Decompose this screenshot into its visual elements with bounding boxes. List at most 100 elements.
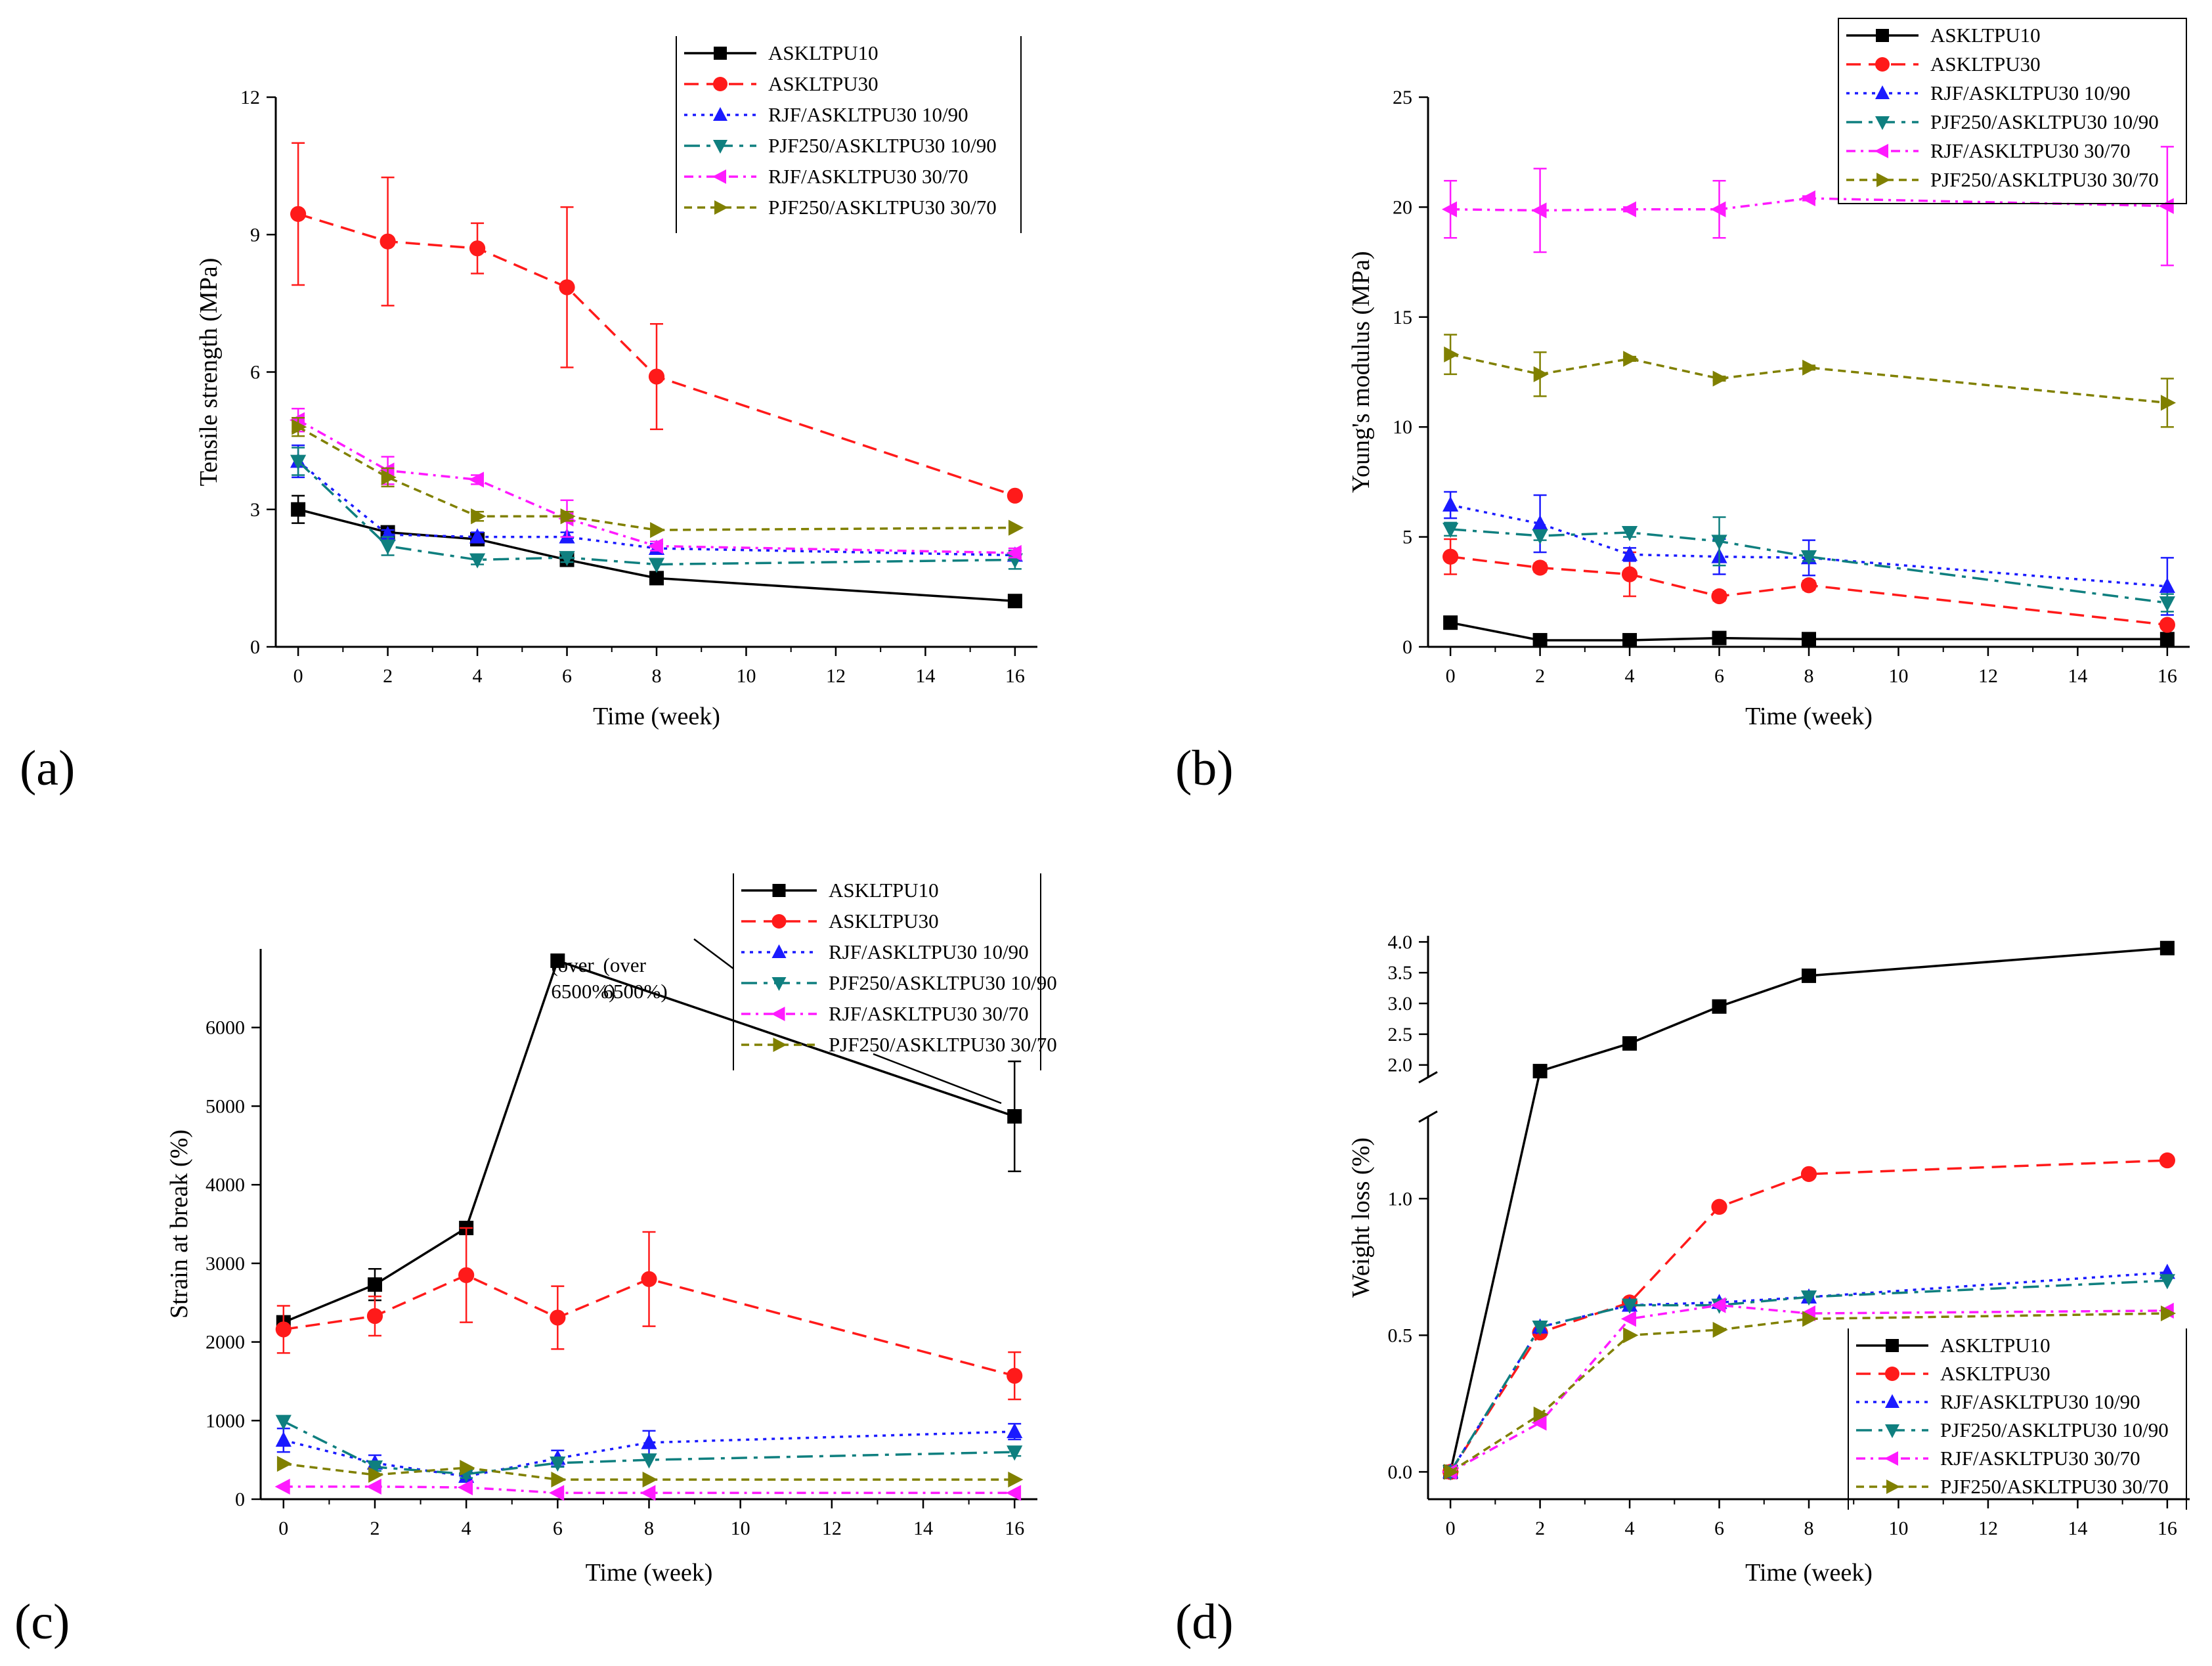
- annotation: 6500%): [551, 980, 615, 1003]
- x-tick-label: 10: [1888, 665, 1908, 687]
- y-tick-label: 0: [235, 1489, 245, 1510]
- annotation-pointer: [873, 1053, 1002, 1105]
- y-axis-title: Young's modulus (MPa): [1347, 251, 1375, 493]
- data-point: [2159, 1274, 2175, 1290]
- x-tick-label: 10: [736, 665, 756, 687]
- data-point: [2159, 596, 2175, 612]
- x-tick-label: 6: [1714, 1518, 1724, 1539]
- data-point: [1621, 546, 1638, 561]
- legend-marker: [771, 944, 787, 958]
- y-tick-label: 0.0: [1388, 1461, 1413, 1483]
- series-4: [275, 1414, 1023, 1483]
- legend: ASKLTPU10 ASKLTPU30 RJF/ASKLTPU30 10/90 PJF…: [733, 873, 1057, 1070]
- data-point: [380, 233, 396, 250]
- x-tick-label: 16: [1005, 665, 1025, 687]
- legend-marker: [773, 1038, 787, 1052]
- data-point: [276, 1456, 292, 1472]
- series-3: [275, 1422, 1023, 1483]
- x-tick-label: 8: [1804, 665, 1814, 687]
- data-point: [1444, 1464, 1460, 1480]
- x-tick-label: 4: [1625, 665, 1635, 687]
- x-tick-label: 12: [826, 665, 846, 687]
- data-point: [1800, 577, 1817, 594]
- data-point: [471, 508, 487, 525]
- series-line: [1449, 1271, 2168, 1473]
- y-axis-title: Tensile strength (MPa): [195, 258, 223, 487]
- data-point: [368, 1466, 384, 1483]
- legend-label: RJF/ASKLTPU30 30/70: [768, 165, 968, 188]
- legend-frame: [1838, 18, 2187, 204]
- y-tick-label: 25: [1393, 87, 1412, 108]
- legend-marker: [713, 77, 727, 91]
- data-point: [1443, 615, 1458, 630]
- panel-label-c: (c): [14, 1594, 70, 1650]
- legend-label: ASKLTPU10: [1940, 1334, 2050, 1357]
- data-point: [1800, 1290, 1817, 1306]
- data-point: [1712, 630, 1727, 646]
- legend-label: RJF/ASKLTPU30 10/90: [829, 940, 1029, 963]
- data-point: [1007, 1445, 1023, 1461]
- data-point: [1711, 1198, 1727, 1215]
- data-point: [275, 1414, 292, 1430]
- y-tick-label: 9: [250, 224, 260, 246]
- data-point: [1800, 190, 1815, 207]
- data-point: [457, 1479, 473, 1496]
- data-point: [380, 539, 396, 555]
- data-point: [1007, 1422, 1023, 1438]
- x-tick-label: 2: [1535, 665, 1545, 687]
- x-tick-label: 0: [278, 1518, 288, 1539]
- y-tick-label: 20: [1393, 196, 1412, 218]
- data-point: [1007, 594, 1022, 609]
- legend-marker: [1885, 1424, 1899, 1438]
- legend-label: RJF/ASKLTPU30 10/90: [1940, 1390, 2140, 1413]
- x-tick-label: 8: [644, 1518, 654, 1539]
- legend-label: ASKLTPU10: [829, 879, 939, 902]
- series-1: [1443, 615, 2175, 647]
- legend-marker: [1875, 116, 1890, 130]
- data-point: [1007, 487, 1023, 504]
- data-point: [1711, 588, 1727, 605]
- series-line: [297, 508, 1015, 602]
- data-point: [1712, 1321, 1728, 1338]
- legend-label: ASKLTPU10: [1930, 24, 2041, 47]
- axis-break-mark: [1418, 1071, 1438, 1084]
- series-line: [1450, 1304, 2167, 1473]
- series-line: [1450, 555, 2168, 626]
- data-point: [1442, 522, 1459, 538]
- x-axis-title: Time (week): [1745, 703, 1873, 730]
- legend-label: ASKLTPU10: [768, 41, 878, 64]
- annotation-pointer: [693, 938, 734, 969]
- series-1: [1443, 940, 2175, 1480]
- legend-marker: [712, 169, 726, 184]
- y-tick-label: 6: [250, 362, 260, 384]
- data-point: [647, 538, 663, 554]
- x-tick-label: 0: [293, 665, 303, 687]
- series-line: [297, 426, 1015, 531]
- x-tick-label: 14: [2068, 1518, 2087, 1539]
- data-point: [1621, 566, 1638, 582]
- data-point: [2159, 577, 2175, 593]
- legend-label: RJF/ASKLTPU30 30/70: [1930, 139, 2131, 162]
- data-point: [2159, 1152, 2175, 1169]
- data-point: [1532, 1064, 1548, 1079]
- x-tick-label: 0: [1446, 1518, 1456, 1539]
- data-point: [1623, 351, 1639, 367]
- data-point: [641, 1453, 657, 1469]
- data-point: [291, 502, 306, 517]
- x-axis-title: Time (week): [586, 1559, 713, 1587]
- series-5: [289, 408, 1022, 561]
- data-point: [1800, 1166, 1817, 1182]
- series-line: [283, 1273, 1015, 1377]
- legend-label: RJF/ASKLTPU30 10/90: [768, 103, 968, 126]
- legend-label: RJF/ASKLTPU30 10/90: [1930, 81, 2131, 104]
- legend-label: PJF250/ASKLTPU30 10/90: [829, 971, 1057, 994]
- legend-marker: [1875, 85, 1890, 99]
- panel-label-b: (b): [1175, 741, 1234, 796]
- data-point: [550, 953, 565, 968]
- y-tick-label: 0: [1402, 636, 1412, 658]
- annotation: 6500%): [603, 980, 668, 1003]
- data-point: [1712, 999, 1727, 1014]
- series-6: [1444, 1305, 2177, 1480]
- series-line: [297, 460, 1015, 557]
